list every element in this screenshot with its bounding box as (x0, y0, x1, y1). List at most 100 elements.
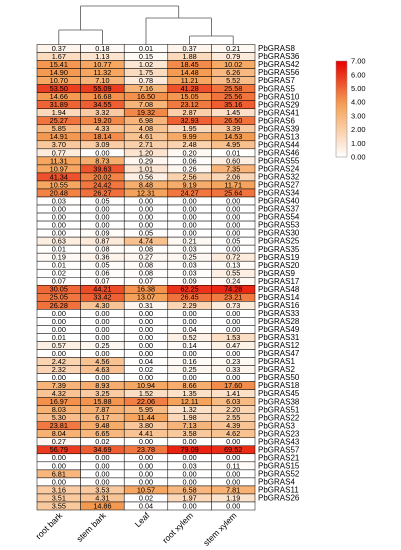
row-label: PbGRAS56 (258, 68, 300, 77)
cell-value-label: 0.03 (52, 196, 66, 205)
cell-value-label: 0.00 (139, 349, 153, 358)
cell-value-label: 0.08 (139, 245, 153, 254)
cell-value-label: 3.70 (52, 140, 66, 149)
cell-value-label: 3.58 (182, 429, 196, 438)
cell-value-label: 0.37 (52, 44, 66, 53)
cell-value-label: 0.33 (226, 365, 240, 374)
cell-value-label: 0.05 (226, 237, 240, 246)
row-label: PbGRAS50 (258, 373, 300, 382)
cell-value-label: 0.27 (52, 437, 66, 446)
cell-value-label: 11.21 (181, 76, 199, 85)
legend-tick-label: 1.00 (351, 139, 366, 148)
column-label: root xylem (160, 510, 195, 545)
cell-value-label: 15.41 (50, 60, 68, 69)
cell-value-label: 4.62 (226, 429, 240, 438)
cell-value-label: 0.00 (182, 229, 196, 238)
cell-value-label: 1.95 (182, 124, 196, 133)
cell-value-label: 0.00 (139, 333, 153, 342)
cell-value-label: 34.69 (93, 445, 111, 454)
cell-value-label: 2.32 (52, 365, 66, 374)
row-label: PbGRAS38 (258, 397, 300, 406)
cell-value-label: 6.17 (95, 413, 109, 422)
cell-value-label: 7.10 (95, 76, 109, 85)
cell-value-label: 0.00 (226, 245, 240, 254)
cell-value-label: 0.79 (226, 52, 240, 61)
cell-value-label: 14.91 (50, 132, 68, 141)
legend-tick-label: 3.00 (351, 111, 366, 120)
cell-value-label: 0.18 (95, 44, 109, 53)
row-label: PbGRAS20 (258, 261, 300, 270)
cell-value-label: 0.20 (182, 148, 196, 157)
cell-value-label: 6.58 (182, 485, 196, 494)
cell-value-label: 0.00 (226, 349, 240, 358)
cell-value-label: 0.00 (226, 196, 240, 205)
row-label: PbGRAS41 (258, 108, 300, 117)
cell-value-label: 15.05 (180, 92, 198, 101)
cell-value-label: 74.28 (224, 285, 242, 294)
cell-value-label: 44.21 (93, 285, 111, 294)
row-label: PbGRAS17 (258, 277, 300, 286)
cell-value-label: 0.63 (52, 237, 66, 246)
row-label: PbGRAS19 (258, 253, 300, 262)
cell-value-label: 10.97 (50, 164, 68, 173)
cell-value-label: 6.65 (95, 429, 109, 438)
row-label: PbGRAS10 (258, 92, 300, 101)
cell-value-label: 0.00 (226, 229, 240, 238)
cell-value-label: 79.09 (180, 445, 198, 454)
cell-value-label: 0.29 (139, 156, 153, 165)
cell-value-label: 9.19 (182, 180, 196, 189)
cell-value-label: 41.28 (180, 84, 198, 93)
legend-color-bar (335, 60, 348, 158)
cell-value-label: 5.95 (139, 405, 153, 414)
cell-value-label: 24.42 (93, 180, 111, 189)
cell-value-label: 0.72 (226, 253, 240, 262)
cell-value-label: 31.89 (50, 100, 68, 109)
cell-value-label: 7.16 (139, 84, 153, 93)
cell-value-label: 0.23 (226, 357, 240, 366)
cell-value-label: 2.55 (226, 413, 240, 422)
cell-value-label: 11.44 (137, 413, 155, 422)
cell-value-label: 0.37 (182, 44, 196, 53)
cell-value-label: 0.08 (139, 269, 153, 278)
cell-value-label: 0.00 (182, 501, 196, 510)
cell-value-label: 0.00 (52, 204, 66, 213)
cell-value-label: 3.39 (226, 124, 240, 133)
cell-value-label: 56.79 (50, 445, 68, 454)
cell-value-label: 0.00 (139, 477, 153, 486)
cell-value-label: 0.00 (139, 437, 153, 446)
cell-value-label: 1.02 (139, 60, 153, 69)
cell-value-label: 0.00 (226, 204, 240, 213)
cell-value-label: 0.19 (52, 253, 66, 262)
row-label: PbGRAS7 (258, 76, 295, 85)
cell-value-label: 0.16 (182, 357, 196, 366)
cell-value-label: 0.03 (182, 269, 196, 278)
cell-value-label: 4.32 (52, 389, 66, 398)
cell-value-label: 0.56 (139, 172, 153, 181)
cell-value-label: 0.06 (182, 156, 196, 165)
cell-value-label: 0.05 (95, 196, 109, 205)
cell-value-label: 0.00 (95, 373, 109, 382)
cell-value-label: 4.31 (95, 493, 109, 502)
cell-value-label: 0.00 (226, 325, 240, 334)
cell-value-label: 11.32 (94, 68, 112, 77)
cell-value-label: 0.01 (52, 261, 66, 270)
cell-value-label: 0.31 (139, 301, 153, 310)
cell-value-label: 0.01 (139, 44, 153, 53)
cell-value-label: 15.88 (93, 397, 111, 406)
cell-value-label: 13.07 (137, 293, 155, 302)
column-label: root bark (33, 510, 64, 541)
cell-value-label: 0.05 (95, 261, 109, 270)
cell-value-label: 0.77 (52, 148, 66, 157)
cell-value-label: 0.00 (182, 220, 196, 229)
cell-value-label: 55.09 (93, 84, 111, 93)
row-label: PbGRAS23 (258, 429, 300, 438)
cell-value-label: 0.08 (95, 245, 109, 254)
cell-value-label: 0.60 (226, 156, 240, 165)
cell-value-label: 3.32 (95, 108, 109, 117)
cell-value-label: 25.56 (224, 92, 242, 101)
column-dendrogram (58, 5, 234, 45)
column-label: Leaf (133, 510, 152, 529)
row-label: PbGRAS15 (258, 461, 300, 470)
cell-value-label: 0.04 (182, 325, 196, 334)
row-label: PbGRAS46 (258, 148, 300, 157)
